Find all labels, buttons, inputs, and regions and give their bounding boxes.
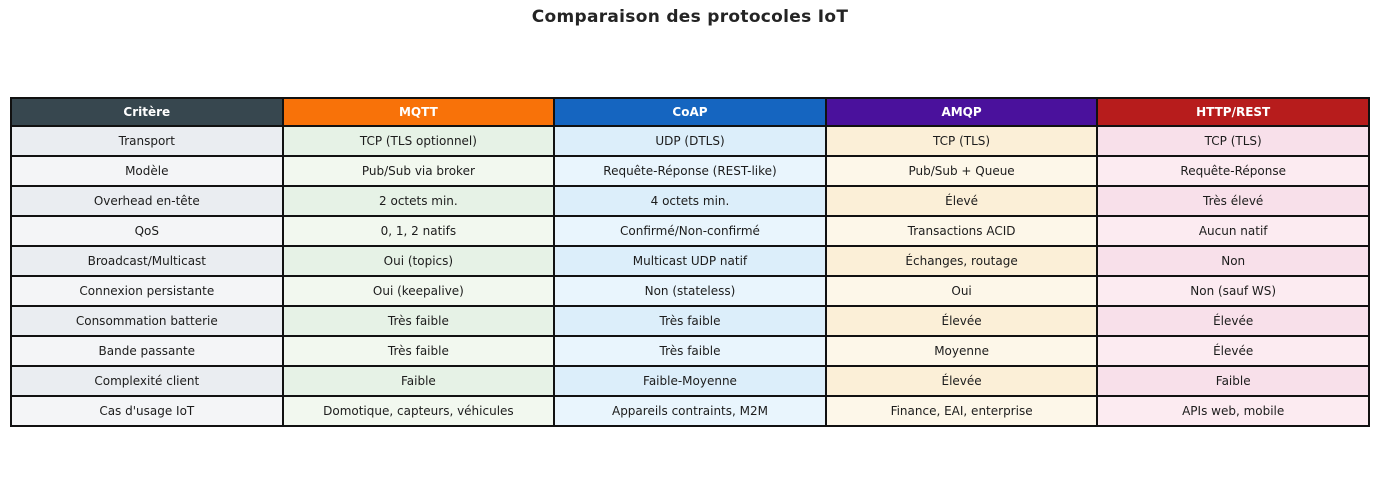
value-cell-mqtt: TCP (TLS optionnel) bbox=[281, 125, 556, 157]
column-header-mqtt: MQTT bbox=[281, 97, 556, 127]
value-cell-http: Très élevé bbox=[1096, 185, 1370, 217]
header-row: Critère MQTT CoAP AMQP HTTP/REST bbox=[10, 97, 1370, 127]
value-cell-coap: UDP (DTLS) bbox=[553, 125, 827, 157]
page-title: Comparaison des protocoles IoT bbox=[531, 7, 849, 27]
value-cell-coap: 4 octets min. bbox=[553, 185, 827, 217]
criterion-cell: Transport bbox=[10, 125, 284, 157]
criterion-cell: Overhead en-tête bbox=[10, 185, 284, 217]
value-cell-coap: Requête-Réponse (REST-like) bbox=[553, 155, 827, 187]
value-cell-amqp: Échanges, routage bbox=[824, 245, 1099, 277]
value-cell-http: Faible bbox=[1096, 365, 1370, 397]
value-cell-amqp: Élevé bbox=[824, 185, 1099, 217]
value-cell-http: Requête-Réponse bbox=[1096, 155, 1370, 187]
value-cell-amqp: Élevée bbox=[824, 305, 1099, 337]
table-row: Bande passante Très faible Très faible Moye… bbox=[10, 335, 1370, 367]
column-header-http: HTTP/REST bbox=[1096, 97, 1370, 127]
value-cell-http: Non bbox=[1096, 245, 1370, 277]
value-cell-coap: Multicast UDP natif bbox=[553, 245, 827, 277]
value-cell-mqtt: Pub/Sub via broker bbox=[281, 155, 556, 187]
value-cell-http: Non (sauf WS) bbox=[1096, 275, 1370, 307]
table-row: Transport TCP (TLS optionnel) UDP (DTLS) TC… bbox=[10, 125, 1370, 157]
value-cell-mqtt: 2 octets min. bbox=[281, 185, 556, 217]
table-row: Broadcast/Multicast Oui (topics) Multicast… bbox=[10, 245, 1370, 277]
value-cell-amqp: Oui bbox=[824, 275, 1099, 307]
value-cell-mqtt: Très faible bbox=[281, 305, 556, 337]
value-cell-amqp: Pub/Sub + Queue bbox=[824, 155, 1099, 187]
value-cell-http: Élevée bbox=[1096, 335, 1370, 367]
value-cell-mqtt: Domotique, capteurs, véhicules bbox=[281, 395, 556, 427]
value-cell-coap: Appareils contraints, M2M bbox=[553, 395, 827, 427]
value-cell-mqtt: Très faible bbox=[281, 335, 556, 367]
value-cell-amqp: TCP (TLS) bbox=[824, 125, 1099, 157]
value-cell-amqp: Transactions ACID bbox=[824, 215, 1099, 247]
criterion-cell: Complexité client bbox=[10, 365, 284, 397]
value-cell-amqp: Élevée bbox=[824, 365, 1099, 397]
value-cell-http: Élevée bbox=[1096, 305, 1370, 337]
value-cell-coap: Très faible bbox=[553, 335, 827, 367]
value-cell-amqp: Moyenne bbox=[824, 335, 1099, 367]
value-cell-http: Aucun natif bbox=[1096, 215, 1370, 247]
table-row: Consommation batterie Très faible Très fai… bbox=[10, 305, 1370, 337]
table-header: Critère MQTT CoAP AMQP HTTP/REST bbox=[10, 97, 1370, 127]
table-row: Connexion persistante Oui (keepalive) Non … bbox=[10, 275, 1370, 307]
table-row: QoS 0, 1, 2 natifs Confirmé/Non-confirmé Tr… bbox=[10, 215, 1370, 247]
table-row: Cas d'usage IoT Domotique, capteurs, véhi… bbox=[10, 395, 1370, 427]
table-row: Overhead en-tête 2 octets min. 4 octets mi… bbox=[10, 185, 1370, 217]
value-cell-mqtt: Faible bbox=[281, 365, 556, 397]
criterion-cell: Bande passante bbox=[10, 335, 284, 367]
criterion-cell: QoS bbox=[10, 215, 284, 247]
value-cell-amqp: Finance, EAI, enterprise bbox=[824, 395, 1099, 427]
column-header-amqp: AMQP bbox=[824, 97, 1099, 127]
value-cell-coap: Non (stateless) bbox=[553, 275, 827, 307]
protocol-comparison-table: Critère MQTT CoAP AMQP HTTP/REST Transport TC… bbox=[10, 97, 1370, 427]
criterion-cell: Cas d'usage IoT bbox=[10, 395, 284, 427]
criterion-cell: Modèle bbox=[10, 155, 284, 187]
value-cell-http: APIs web, mobile bbox=[1096, 395, 1370, 427]
criterion-cell: Consommation batterie bbox=[10, 305, 284, 337]
value-cell-coap: Faible-Moyenne bbox=[553, 365, 827, 397]
table-body: Transport TCP (TLS optionnel) UDP (DTLS) TC… bbox=[10, 125, 1370, 427]
value-cell-http: TCP (TLS) bbox=[1096, 125, 1370, 157]
column-header-coap: CoAP bbox=[553, 97, 827, 127]
value-cell-mqtt: 0, 1, 2 natifs bbox=[281, 215, 556, 247]
value-cell-coap: Confirmé/Non-confirmé bbox=[553, 215, 827, 247]
table-row: Modèle Pub/Sub via broker Requête-Réponse … bbox=[10, 155, 1370, 187]
value-cell-mqtt: Oui (topics) bbox=[281, 245, 556, 277]
column-header-critere: Critère bbox=[10, 97, 284, 127]
criterion-cell: Connexion persistante bbox=[10, 275, 284, 307]
value-cell-mqtt: Oui (keepalive) bbox=[281, 275, 556, 307]
table-row: Complexité client Faible Faible-Moyenne Éle… bbox=[10, 365, 1370, 397]
value-cell-coap: Très faible bbox=[553, 305, 827, 337]
criterion-cell: Broadcast/Multicast bbox=[10, 245, 284, 277]
